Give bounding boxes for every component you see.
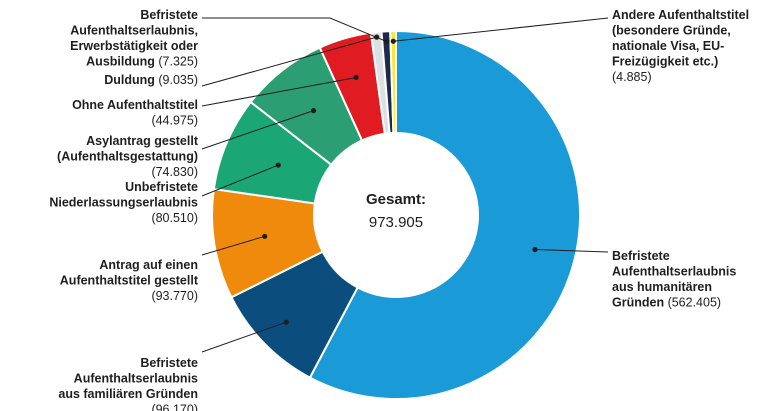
center-total: 973.905 <box>369 214 423 231</box>
leader-line-0 <box>534 249 609 253</box>
slice-0 <box>308 29 581 400</box>
slice-labels: Befristete Aufenthaltserlaubnis aus humani… <box>49 8 749 411</box>
leader-line-1 <box>201 321 287 353</box>
center-title: Gesamt: <box>366 191 426 208</box>
slice-label-8: Andere Aufenthaltstitel (besondere Gründe… <box>612 8 749 84</box>
slice-label-2: Antrag auf einen Aufenthaltstitel gestell… <box>60 258 199 303</box>
slice-label-1: Befristete Aufenthaltserlaubnis aus famili… <box>58 356 198 411</box>
slice-label-5: Ohne Aufenthaltstitel (44.975) <box>72 98 198 128</box>
leader-line-5 <box>201 76 357 107</box>
leader-line-2 <box>201 235 265 256</box>
leader-line-7 <box>202 17 387 42</box>
slice-label-3: Unbefristete Niederlassungserlaubnis (80.5… <box>49 180 198 225</box>
leader-line-6 <box>201 36 377 87</box>
leader-line-8 <box>393 17 609 42</box>
leader-dot-8 <box>390 38 396 44</box>
slice-label-4: Asylantrag gestellt (Aufenthaltsgestattun… <box>57 134 199 179</box>
slice-label-6: Duldung (9.035) <box>104 73 198 87</box>
leader-line-3 <box>201 164 279 197</box>
leader-dot-2 <box>262 233 268 239</box>
slices <box>211 29 581 400</box>
leader-lines <box>201 17 609 353</box>
slice-8 <box>389 29 397 135</box>
slice-label-0: Befristete Aufenthaltserlaubnis aus humani… <box>612 249 736 310</box>
leader-line-4 <box>201 110 314 150</box>
slice-label-7: Befristete Aufenthaltserlaubnis, Erwerbstä… <box>70 8 198 69</box>
